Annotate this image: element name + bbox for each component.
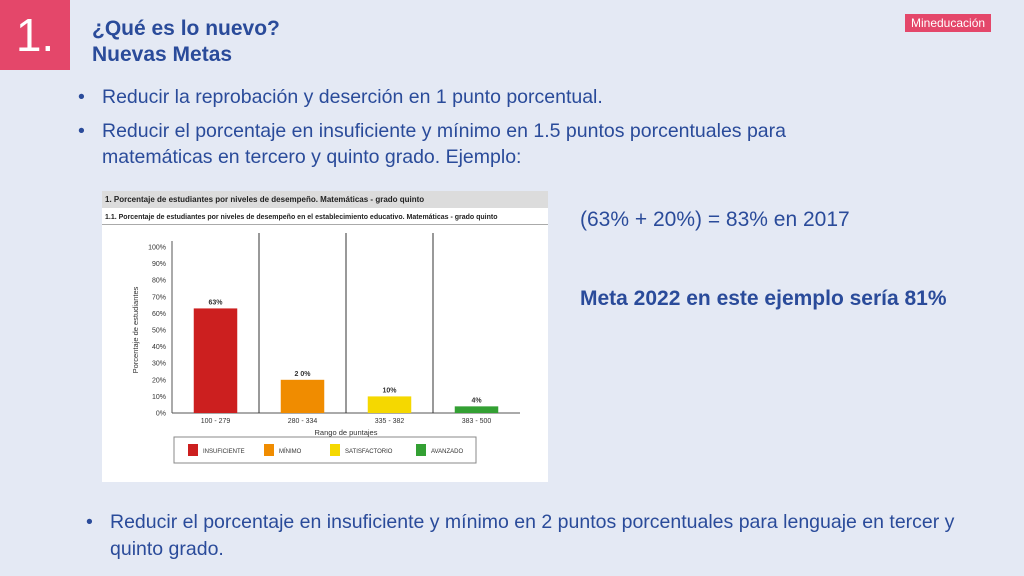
bullet-list: • Reducir la reprobación y deserción en …: [78, 84, 898, 178]
x-tick-label: 280 - 334: [288, 418, 318, 425]
bar: [280, 379, 325, 413]
bar-value-label: 63%: [208, 299, 223, 306]
title-line-2: Nuevas Metas: [92, 43, 233, 66]
y-tick-label: 60%: [152, 311, 166, 318]
y-tick-label: 20%: [152, 377, 166, 384]
legend-swatch: [330, 444, 340, 456]
chart-header: 1. Porcentaje de estudiantes por niveles…: [102, 191, 548, 208]
chart-subheader: 1.1. Porcentaje de estudiantes por nivel…: [102, 211, 548, 225]
brand-badge: Mineducación: [905, 14, 992, 32]
x-tick-label: 335 - 382: [375, 418, 405, 425]
y-tick-label: 70%: [152, 294, 166, 301]
bullet-symbol: •: [86, 511, 93, 533]
bar-value-label: 4%: [471, 397, 482, 404]
legend-label: SATISFACTORIO: [345, 449, 393, 455]
legend-label: MÍNIMO: [279, 448, 302, 455]
slide-title: ¿Qué es lo nuevo? Nuevas Metas: [92, 16, 280, 68]
chart-panel: 1. Porcentaje de estudiantes por niveles…: [102, 191, 548, 482]
legend-swatch: [416, 444, 426, 456]
calc-text: (63% + 20%) = 83% en 2017: [580, 208, 850, 231]
legend-swatch: [264, 444, 274, 456]
title-line-1: ¿Qué es lo nuevo?: [92, 17, 280, 40]
y-tick-label: 0%: [156, 411, 166, 418]
y-tick-label: 40%: [152, 344, 166, 351]
y-tick-label: 10%: [152, 394, 166, 401]
legend-swatch: [188, 444, 198, 456]
bullet-symbol: •: [78, 86, 85, 108]
bullet-text: Reducir el porcentaje en insuficiente y …: [102, 120, 786, 168]
bar-value-label: 10%: [382, 387, 397, 394]
bullet-item: • Reducir el porcentaje en insuficiente …: [86, 509, 976, 563]
y-tick-label: 30%: [152, 361, 166, 368]
bullet-item: • Reducir el porcentaje en insuficiente …: [78, 118, 898, 170]
bar: [367, 396, 412, 413]
y-tick-label: 80%: [152, 278, 166, 285]
bullet-text: Reducir el porcentaje en insuficiente y …: [110, 511, 955, 560]
y-axis-label: Porcentaje de estudiantes: [131, 286, 140, 373]
bar-chart: 0% 10% 20% 30% 40% 50% 60% 70% 80% 90% 100% Porcent…: [131, 233, 520, 464]
x-tick-label: 100 - 279: [201, 418, 231, 425]
meta-text: Meta 2022 en este ejemplo sería 81%: [580, 287, 947, 310]
slide-number: 1.: [0, 0, 70, 70]
legend-label: INSUFICIENTE: [203, 449, 245, 455]
legend-label: AVANZADO: [431, 449, 463, 455]
y-tick-label: 100%: [148, 245, 166, 252]
x-axis-label: Rango de puntajes: [315, 428, 378, 437]
y-tick-label: 90%: [152, 261, 166, 268]
bullet-item: • Reducir la reprobación y deserción en …: [78, 84, 898, 110]
bullet-symbol: •: [78, 120, 85, 142]
bar-value-label: 2 0%: [295, 371, 312, 378]
bar: [454, 406, 499, 413]
y-tick-label: 50%: [152, 328, 166, 335]
bar: [193, 308, 238, 413]
bottom-bullet: • Reducir el porcentaje en insuficiente …: [86, 509, 976, 563]
x-tick-label: 383 - 500: [462, 418, 492, 425]
bullet-text: Reducir la reprobación y deserción en 1 …: [102, 86, 603, 108]
